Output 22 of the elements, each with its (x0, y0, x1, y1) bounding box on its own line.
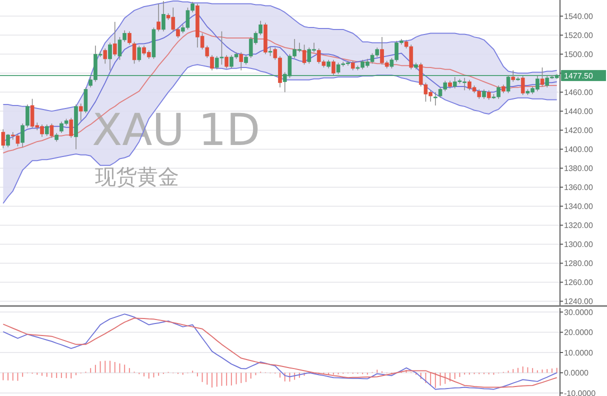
y-tick-label: 1380.00 (564, 164, 594, 174)
y-tick-label: 1320.00 (564, 221, 594, 230)
y-tick-label: 0.0000 (564, 368, 590, 378)
y-tick-label: 1260.00 (564, 278, 594, 288)
y-tick-label: 30.0000 (564, 308, 594, 317)
y-tick-label: 1280.00 (564, 259, 594, 268)
y-tick-label: 1440.00 (564, 106, 594, 116)
ref-line-label: 1477.50 (564, 71, 594, 80)
y-tick-label: 1400.00 (564, 145, 594, 154)
y-tick-label: 10.0000 (564, 348, 594, 358)
y-tick-label: 1240.00 (564, 297, 594, 306)
y-tick-label: 1520.00 (564, 30, 594, 40)
text: 现货黄金 (95, 165, 179, 189)
y-tick-label: 1300.00 (564, 240, 594, 250)
y-tick-label: 1540.00 (564, 12, 594, 21)
y-tick-label: 1360.00 (564, 183, 594, 192)
y-tick-label: 1460.00 (564, 88, 594, 97)
y-tick-label: -10.0000 (564, 388, 596, 396)
y-tick-label: 1500.00 (564, 50, 594, 59)
y-tick-label: 1420.00 (564, 126, 594, 135)
y-tick-label: 1340.00 (564, 202, 594, 212)
y-tick-label: 20.0000 (564, 328, 594, 338)
